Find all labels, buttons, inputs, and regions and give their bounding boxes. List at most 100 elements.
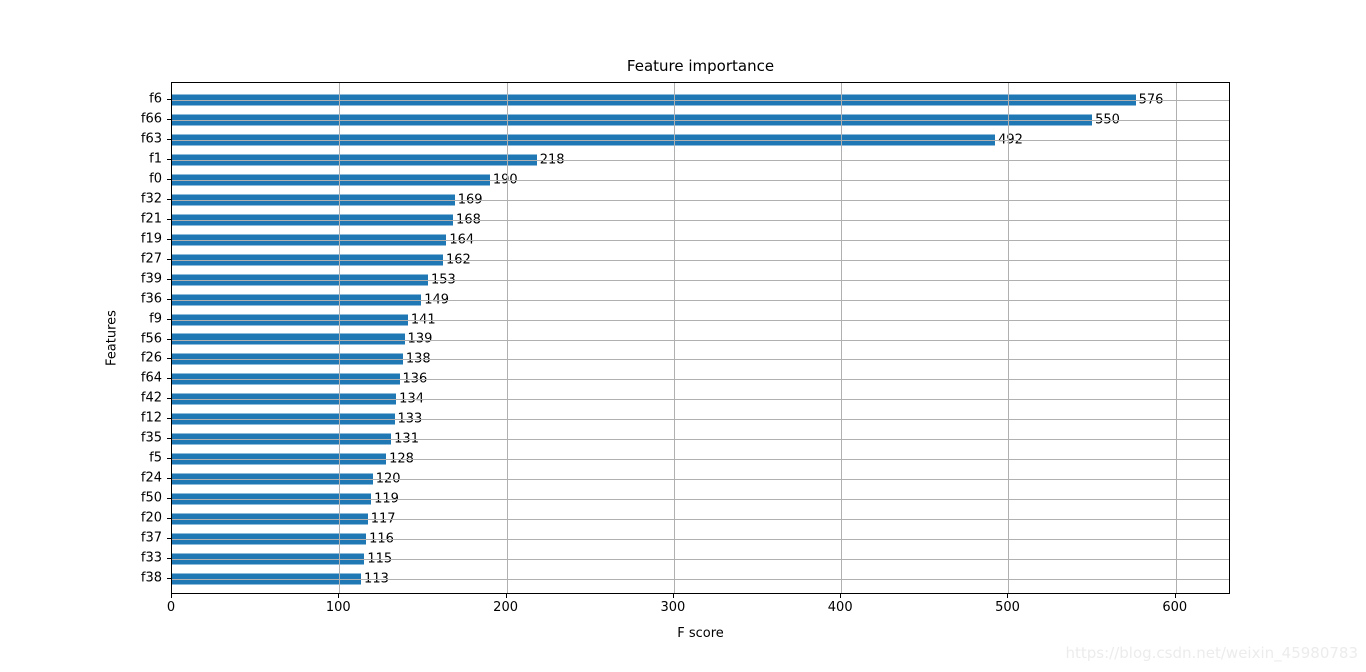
vertical-gridline xyxy=(506,83,508,593)
bar-f42 xyxy=(172,393,397,405)
bar-row: 190 xyxy=(172,170,1229,190)
y-tick-mark xyxy=(167,178,171,180)
y-axis-label: Features xyxy=(104,310,120,366)
horizontal-gridline xyxy=(172,179,1229,181)
y-tick-label-f27: f27 xyxy=(140,251,162,267)
x-tick-label-100: 100 xyxy=(325,600,351,615)
y-tick-mark xyxy=(167,478,171,480)
x-tick-mark xyxy=(1174,594,1176,598)
x-tick-mark xyxy=(505,594,507,598)
x-tick-label-500: 500 xyxy=(995,600,1020,615)
bar-f63 xyxy=(172,134,996,146)
horizontal-gridline xyxy=(172,239,1229,241)
bar-row: 168 xyxy=(172,210,1229,230)
horizontal-gridline xyxy=(172,299,1229,301)
bar-value-label: 190 xyxy=(492,172,518,188)
bar-f38 xyxy=(172,573,362,585)
horizontal-gridline xyxy=(172,559,1229,561)
y-tick-label-f33: f33 xyxy=(140,550,162,566)
y-tick-label-f6: f6 xyxy=(149,91,162,107)
y-tick-mark xyxy=(167,278,171,280)
x-tick-label-400: 400 xyxy=(827,600,853,615)
y-tick-label-f12: f12 xyxy=(140,410,162,426)
bar-value-label: 113 xyxy=(364,571,389,587)
y-tick-label-f21: f21 xyxy=(140,211,162,227)
bar-row: 116 xyxy=(172,529,1229,549)
y-tick-mark xyxy=(167,438,171,440)
bar-row: 119 xyxy=(172,489,1229,509)
bar-row: 153 xyxy=(172,270,1229,290)
bar-value-label: 168 xyxy=(456,212,481,228)
horizontal-gridline xyxy=(172,499,1229,501)
chart-title: Feature importance xyxy=(626,57,775,75)
horizontal-gridline xyxy=(172,359,1229,361)
y-tick-mark xyxy=(167,558,171,560)
y-tick-mark xyxy=(167,298,171,300)
bar-f1 xyxy=(172,154,537,166)
bar-value-label: 119 xyxy=(374,491,399,507)
y-tick-mark xyxy=(167,318,171,320)
watermark: https://blog.csdn.net/weixin_45980783 xyxy=(1065,644,1358,662)
y-tick-label-f0: f0 xyxy=(149,171,162,187)
vertical-gridline xyxy=(1008,83,1010,593)
bar-row: 218 xyxy=(172,150,1229,170)
horizontal-gridline xyxy=(172,319,1229,321)
y-tick-mark xyxy=(167,158,171,160)
bar-value-label: 116 xyxy=(369,531,394,547)
plot-area: 576 550 492 218 190 169 168 164 162 153 149 141 139 1… xyxy=(171,82,1230,594)
vertical-gridline xyxy=(339,83,341,593)
x-tick-mark xyxy=(1007,594,1009,598)
y-tick-mark xyxy=(167,198,171,200)
horizontal-gridline xyxy=(172,519,1229,521)
x-tick-mark xyxy=(840,594,842,598)
bar-row: 134 xyxy=(172,389,1229,409)
x-tick-label-600: 600 xyxy=(1162,600,1188,615)
y-tick-label-f32: f32 xyxy=(140,191,162,207)
bar-value-label: 131 xyxy=(394,431,419,447)
y-tick-mark xyxy=(167,218,171,220)
horizontal-gridline xyxy=(172,399,1229,401)
y-tick-mark xyxy=(167,398,171,400)
y-tick-mark xyxy=(167,118,171,120)
x-tick-label-300: 300 xyxy=(660,600,686,615)
x-axis-label: F score xyxy=(677,626,724,641)
y-tick-label-f1: f1 xyxy=(149,151,162,167)
vertical-gridline xyxy=(673,83,675,593)
y-tick-mark xyxy=(167,538,171,540)
bar-f27 xyxy=(172,254,444,266)
bar-value-label: 149 xyxy=(424,292,450,308)
y-tick-mark xyxy=(167,458,171,460)
bar-value-label: 141 xyxy=(410,312,436,328)
bar-value-label: 162 xyxy=(446,252,471,268)
horizontal-gridline xyxy=(172,479,1229,481)
horizontal-gridline xyxy=(172,379,1229,381)
horizontal-gridline xyxy=(172,279,1229,281)
y-tick-label-f26: f26 xyxy=(140,350,162,366)
y-tick-label-f66: f66 xyxy=(140,111,162,127)
y-tick-label-f39: f39 xyxy=(140,271,162,287)
bar-f37 xyxy=(172,533,367,545)
bar-f5 xyxy=(172,453,387,465)
y-tick-mark xyxy=(167,518,171,520)
bar-f26 xyxy=(172,353,403,365)
y-tick-label-f63: f63 xyxy=(140,131,162,147)
y-tick-mark xyxy=(167,578,171,580)
grid-layer xyxy=(172,83,1229,593)
y-tick-label-f50: f50 xyxy=(140,490,162,506)
y-tick-mark xyxy=(167,378,171,380)
horizontal-gridline xyxy=(172,439,1229,441)
bar-row: 149 xyxy=(172,290,1229,310)
y-tick-label-f9: f9 xyxy=(149,311,162,327)
y-tick-mark xyxy=(167,498,171,500)
bar-row: 492 xyxy=(172,130,1229,150)
y-tick-mark xyxy=(167,358,171,360)
bar-value-label: 128 xyxy=(389,451,414,467)
x-tick-mark xyxy=(672,594,674,598)
bar-value-label: 550 xyxy=(1095,112,1120,128)
y-tick-label-f56: f56 xyxy=(140,331,162,346)
y-tick-label-f37: f37 xyxy=(140,530,162,546)
bar-f56 xyxy=(172,333,405,345)
y-tick-label-f24: f24 xyxy=(140,470,162,486)
y-tick-label-f64: f64 xyxy=(140,370,162,386)
y-tick-mark xyxy=(167,98,171,100)
